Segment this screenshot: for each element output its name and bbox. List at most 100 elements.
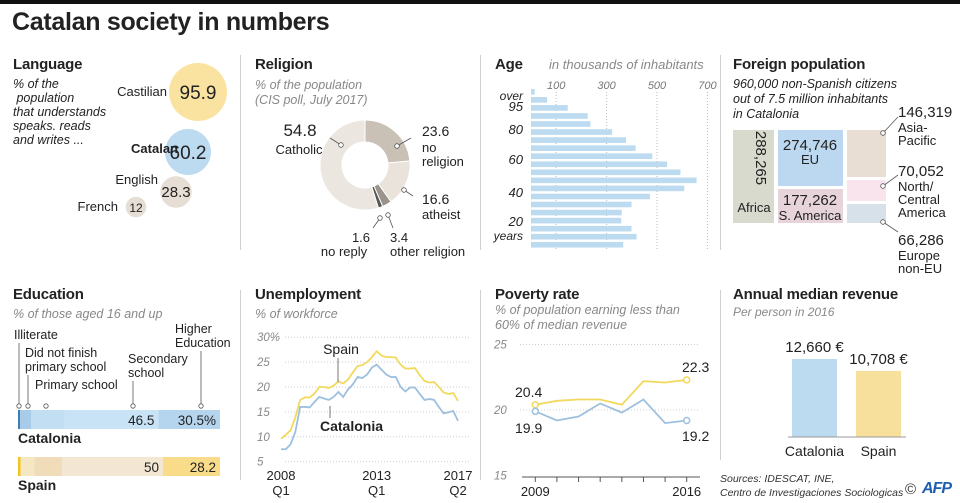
treemap-cell-asia-pacific xyxy=(847,130,886,177)
treemap-value: 274,746 xyxy=(783,137,837,154)
unemployment-x-tick: Q1 xyxy=(272,483,289,498)
poverty-x-tick: 2009 xyxy=(521,484,550,499)
subtitle-line: 960,000 non-Spanish citizens xyxy=(733,77,898,91)
age-subtitle: in thousands of inhabitants xyxy=(549,57,704,72)
subtitle-line: in Catalonia xyxy=(733,107,800,121)
treemap-value: 177,262 xyxy=(783,192,837,209)
education-segment-label: Illiterate xyxy=(14,328,58,342)
unemployment-line-spain xyxy=(280,349,459,440)
unemployment-y-tick: 20 xyxy=(256,382,270,394)
religion-value: 1.6 xyxy=(352,230,370,245)
education-segment-label: Higher xyxy=(175,322,212,336)
unemployment-x-tick: 2017 xyxy=(444,468,473,483)
education-segment-catalonia xyxy=(31,410,65,429)
education-segment-label: school xyxy=(128,366,164,380)
revenue-value: 12,660 € xyxy=(785,339,844,356)
treemap-value: 288,265 xyxy=(752,131,769,185)
religion-value: 54.8 xyxy=(283,121,316,140)
education-segment-spain xyxy=(62,457,164,476)
unemployment-y-tick: 30% xyxy=(257,332,280,344)
revenue-category: Catalonia xyxy=(785,443,844,459)
age-bar xyxy=(531,89,535,95)
foreign-title: Foreign population xyxy=(733,56,866,73)
age-bar xyxy=(531,121,591,127)
poverty-y-tick: 25 xyxy=(493,340,507,352)
leader-dot xyxy=(130,403,136,409)
bubble-value: 60.2 xyxy=(170,143,207,164)
poverty-value: 22.3 xyxy=(682,359,709,375)
bubble-value: 95.9 xyxy=(180,83,217,104)
bubble-label: Castilian xyxy=(117,84,167,99)
education-value: 50 xyxy=(144,460,159,475)
age-bar xyxy=(531,225,632,232)
language-bubble-catalan xyxy=(165,129,211,175)
education-series-label: Spain xyxy=(18,477,56,493)
bubble-label: French xyxy=(78,199,118,214)
treemap-label: Africa xyxy=(737,200,771,215)
language-bubble-castilian xyxy=(169,63,227,121)
education-title: Education xyxy=(13,286,84,303)
age-tick-label: 500 xyxy=(648,80,667,92)
treemap-cell-north-central-america xyxy=(847,180,886,201)
religion-slice-catholic xyxy=(319,119,379,211)
revenue-subtitle: Per person in 2016 xyxy=(733,305,835,319)
education-segment-catalonia xyxy=(18,410,21,429)
age-axis-label: 95 xyxy=(509,99,524,114)
treemap-cell-europe-non-eu xyxy=(847,204,886,223)
poverty-endpoint xyxy=(682,416,691,425)
subtitle-line: population xyxy=(13,91,75,105)
bubble-label: Catalan xyxy=(131,141,178,156)
age-bar xyxy=(531,129,613,135)
education-segment-spain xyxy=(18,457,21,476)
subtitle-line: % of population earning less than xyxy=(495,303,680,317)
language-title: Language xyxy=(13,56,83,73)
treemap-label: EU xyxy=(801,152,819,167)
leader-dot xyxy=(880,183,886,189)
age-bar xyxy=(531,201,632,208)
leader-dot xyxy=(43,403,49,409)
treemap-label: America xyxy=(898,205,946,220)
religion-label: Catholic xyxy=(276,142,323,157)
education-segment-label: primary school xyxy=(25,360,106,374)
afp-logo: AFP xyxy=(922,480,952,497)
subtitle-line: (CIS poll, July 2017) xyxy=(255,93,368,107)
education-segment-catalonia xyxy=(20,410,32,429)
age-bar xyxy=(531,105,568,111)
unemployment-x-tick: 2008 xyxy=(267,468,296,483)
unemployment-title: Unemployment xyxy=(255,286,361,303)
page-title: Catalan society in numbers xyxy=(12,8,330,36)
religion-subtitle: % of the population (CIS poll, July 2017… xyxy=(255,78,368,108)
sources-line: Sources: IDESCAT, INE, xyxy=(720,473,835,485)
bubble-value: 12 xyxy=(129,201,143,215)
poverty-endpoint xyxy=(531,407,540,416)
revenue-title: Annual median revenue xyxy=(733,286,899,303)
leader-dot xyxy=(394,143,400,149)
unemployment-x-tick: Q2 xyxy=(449,483,466,498)
education-segment-catalonia xyxy=(158,410,220,429)
religion-label: no xyxy=(422,140,436,155)
leader-line xyxy=(882,221,899,233)
revenue-bar-spain xyxy=(856,371,901,437)
poverty-title: Poverty rate xyxy=(495,286,580,303)
leader-dot xyxy=(377,215,383,221)
poverty-value: 19.2 xyxy=(682,428,709,444)
treemap-label: Pacific xyxy=(898,133,937,148)
education-value: 46.5 xyxy=(128,413,154,428)
subtitle-line: and writes ... xyxy=(13,133,84,147)
religion-value: 16.6 xyxy=(422,191,449,207)
treemap-cell-africa xyxy=(733,130,774,223)
age-bar xyxy=(531,145,636,151)
poverty-y-tick: 15 xyxy=(494,471,507,483)
age-bar xyxy=(531,161,668,168)
revenue-value: 10,708 € xyxy=(849,351,908,368)
age-axis-label: 20 xyxy=(508,214,524,229)
bubble-value: 28.3 xyxy=(161,184,190,201)
age-bar xyxy=(531,185,685,192)
divider xyxy=(480,290,481,480)
foreign-subtitle: 960,000 non-Spanish citizens out of 7.5 … xyxy=(733,77,897,122)
subtitle-line: that understands xyxy=(13,105,107,119)
education-segment-label: Did not finish xyxy=(25,346,97,360)
age-bar xyxy=(531,113,588,119)
